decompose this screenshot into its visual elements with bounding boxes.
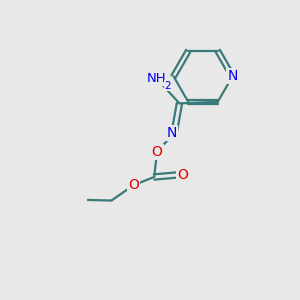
Text: O: O <box>152 145 163 159</box>
Text: O: O <box>178 168 188 182</box>
Text: O: O <box>128 178 139 192</box>
Text: N: N <box>227 69 238 83</box>
Text: 2: 2 <box>164 81 171 91</box>
Text: NH: NH <box>147 72 167 86</box>
Text: N: N <box>167 126 177 140</box>
